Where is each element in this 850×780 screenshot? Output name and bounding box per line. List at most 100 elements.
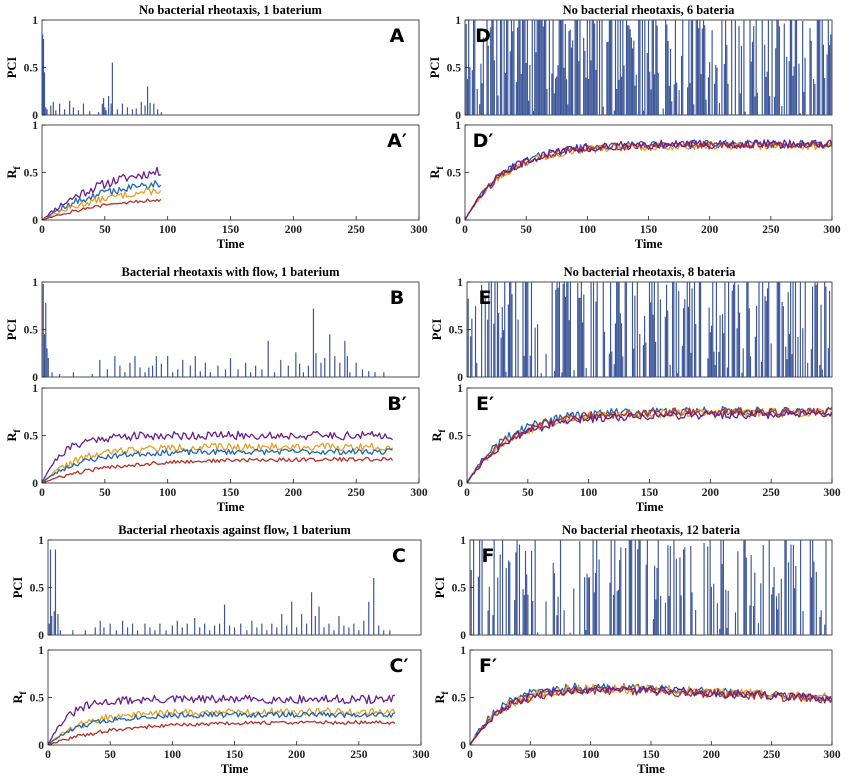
plot-area (42, 430, 394, 483)
pci-bar (613, 594, 615, 635)
pci-bar (237, 369, 239, 377)
pci-bar (754, 96, 756, 115)
pci-bar (136, 630, 139, 635)
pci-bar (131, 623, 134, 635)
pci-bar (830, 34, 832, 115)
pci-bar (574, 20, 576, 115)
x-tick-label: 200 (701, 224, 719, 236)
pci-bar (623, 65, 625, 115)
pci-bar (678, 90, 680, 115)
pci-bar (655, 20, 657, 115)
pci-bar (710, 325, 713, 377)
pci-bar (557, 596, 559, 635)
pci-bar (810, 40, 812, 115)
pci-bar (821, 369, 823, 377)
pci-bar (101, 103, 103, 115)
pci-bar (634, 540, 636, 635)
pci-bar (790, 282, 792, 377)
pci-bar (710, 586, 712, 635)
pci-bar (109, 623, 111, 635)
panel-label: C′ (390, 655, 409, 677)
rf-series-line-0 (42, 430, 394, 483)
pci-bar (660, 595, 662, 635)
pci-bar (46, 348, 48, 377)
panel-label: E′ (476, 393, 494, 415)
pci-bar (229, 358, 232, 377)
pci-bar (524, 20, 526, 115)
pci-bar (318, 606, 320, 635)
pci-bar (828, 290, 831, 377)
pci-bar (757, 623, 759, 635)
y-tick-label: 1 (460, 645, 466, 657)
pci-bar (652, 314, 654, 377)
pci-bar (233, 627, 236, 635)
panel-B: 0 0.5 1 Bacterial rheotaxis with flow, 1 ba… (5, 265, 420, 384)
pci-bar (511, 294, 513, 377)
pci-bar (585, 77, 587, 115)
x-tick-label: 0 (464, 487, 470, 499)
x-tick-label: 200 (288, 749, 306, 761)
panel-D2: 0 0.5 1 0 50 100 150 200 250 300 Rf Time D′ (428, 120, 841, 251)
pci-bar (47, 358, 49, 377)
pci-bar (579, 20, 581, 115)
pci-bar (693, 104, 695, 115)
panel-label: A (390, 25, 405, 47)
pci-bar (709, 540, 711, 635)
pci-bar (116, 109, 118, 115)
panel-F2: 0 0.5 1 0 50 100 150 200 250 300 Rf Time F′ (433, 645, 841, 776)
pci-bar (155, 356, 157, 377)
pci-bar (723, 64, 725, 115)
pci-bar (682, 20, 684, 115)
pci-bar (568, 320, 570, 377)
pci-bar (480, 63, 482, 115)
pci-bar (723, 333, 725, 377)
pci-bar (797, 336, 799, 377)
pci-bar (680, 55, 683, 115)
x-tick-label: 200 (285, 224, 303, 236)
pci-bar (802, 328, 804, 377)
pci-bar (481, 540, 483, 635)
pci-bar (650, 302, 652, 377)
x-tick-label: 100 (159, 224, 177, 236)
pci-bar (649, 71, 651, 115)
x-tick-label: 0 (39, 224, 45, 236)
pci-bar (115, 630, 117, 635)
pci-bar (609, 20, 612, 115)
pci-bar (542, 26, 544, 115)
pci-bar (828, 45, 831, 115)
pci-bar (606, 42, 608, 115)
pci-bar (217, 365, 219, 377)
pci-bar (556, 282, 558, 377)
pci-bar (551, 73, 553, 115)
x-tick-label: 150 (222, 224, 240, 236)
panel-label: A′ (387, 130, 407, 152)
pci-bar (669, 546, 671, 635)
pci-bar (530, 282, 533, 377)
pci-bar (616, 591, 618, 635)
pci-bar (624, 282, 626, 377)
pci-bar (764, 296, 766, 377)
y-axis-label: Rf (428, 165, 445, 178)
pci-bar (781, 301, 783, 377)
pci-bar (687, 87, 689, 115)
x-axis-label: Time (217, 237, 245, 251)
pci-bar (493, 60, 495, 115)
pci-bar (102, 97, 105, 115)
pci-bar (280, 359, 282, 377)
pci-bar (492, 615, 494, 635)
pci-bar (687, 306, 690, 377)
plot-area (48, 694, 396, 745)
panel-D: 0 0.5 1 No bacterial rheotaxis, 6 bateria PC… (428, 3, 833, 122)
x-tick-label: 200 (703, 749, 721, 761)
pci-bar (99, 359, 101, 377)
pci-bar (522, 589, 524, 635)
pci-bar (527, 282, 529, 377)
pci-bar (55, 110, 57, 115)
x-tick-label: 250 (348, 487, 366, 499)
pci-bar (754, 572, 756, 635)
pci-bar (51, 616, 53, 635)
y-axis-label: PCI (5, 57, 19, 79)
x-axis-label: Time (221, 762, 249, 776)
x-tick-label: 150 (642, 749, 660, 761)
pci-bar (176, 620, 178, 635)
